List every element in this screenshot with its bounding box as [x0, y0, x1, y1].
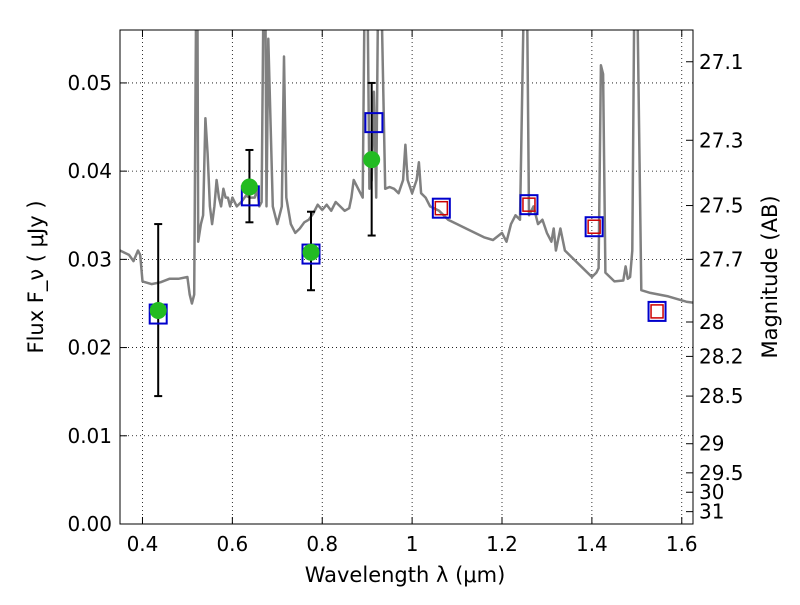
- y2-tick-label: 29: [699, 432, 724, 456]
- x-tick-label: 1: [406, 532, 419, 556]
- y-tick-label: 0.01: [67, 424, 112, 448]
- x-tick-label: 1.6: [666, 532, 698, 556]
- y-tick-label: 0.00: [67, 512, 112, 536]
- model-flux-square: [584, 216, 604, 238]
- x-tick-label: 0.8: [306, 532, 338, 556]
- y2-tick-label: 28.5: [699, 384, 744, 408]
- axes: 0.4 0.6 0.8 1 1.2 1.4 1.6 0.00 0.01 0.02 0.03 0.04 0…: [67, 30, 744, 556]
- upper-limit-square: [434, 200, 449, 216]
- model-flux-square: [364, 112, 384, 134]
- x-axis-label: Wavelength λ (μm): [305, 563, 506, 587]
- y2-tick-label: 29.5: [699, 461, 744, 485]
- x-tick-label: 1.4: [576, 532, 608, 556]
- observed-flux-point: [149, 302, 167, 320]
- y2-tick-label: 27.3: [699, 128, 744, 152]
- observed-flux-point: [240, 178, 258, 196]
- upper-limit-square: [587, 219, 601, 234]
- y-tick-label: 0.03: [67, 247, 112, 271]
- model-spectrum-line: [120, 30, 693, 305]
- x-tick-label: 1.2: [486, 532, 518, 556]
- observed-flux-point: [363, 151, 381, 169]
- model-flux-square: [647, 300, 667, 322]
- y2-tick-label: 27.7: [699, 247, 744, 271]
- y2-tick-label: 31: [699, 500, 724, 524]
- plot-frame: [119, 29, 694, 525]
- y2-tick-label: 27.5: [699, 194, 744, 218]
- plot-area: [120, 30, 693, 398]
- upper-limit-square: [522, 197, 536, 212]
- y-tick-label: 0.04: [67, 159, 112, 183]
- observed-flux-point: [302, 243, 320, 261]
- model-flux-square: [519, 194, 539, 216]
- y-tick-label: 0.05: [67, 71, 112, 95]
- upper-limit-square: [650, 304, 664, 319]
- y2-axis-label: Magnitude (AB): [758, 195, 782, 358]
- y2-tick-label: 30: [699, 480, 724, 504]
- y-axis-label: Flux F_ν ( μJy ): [24, 200, 49, 353]
- y2-tick-label: 28: [699, 310, 724, 334]
- x-tick-label: 0.6: [216, 532, 248, 556]
- x-tick-label: 0.4: [127, 532, 159, 556]
- y2-tick-label: 27.1: [699, 50, 744, 74]
- y2-tick-label: 28.2: [699, 344, 744, 368]
- y-tick-label: 0.02: [67, 336, 112, 360]
- model-flux-square: [431, 197, 451, 219]
